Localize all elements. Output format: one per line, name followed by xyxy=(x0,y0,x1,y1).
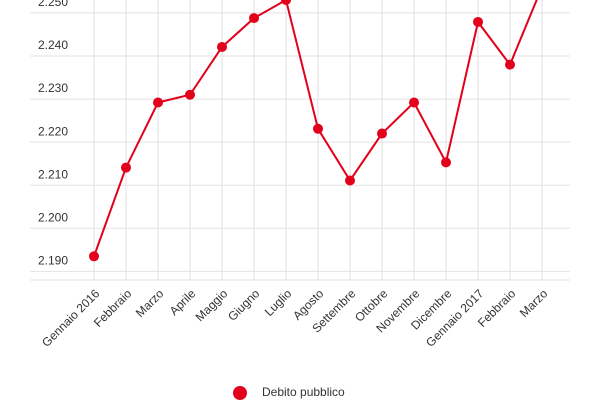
x-tick-label: Maggio xyxy=(193,286,231,324)
y-tick-label: 2.210 xyxy=(38,167,68,181)
data-point xyxy=(345,175,355,186)
data-point xyxy=(473,16,483,27)
legend-marker xyxy=(233,386,247,400)
data-point xyxy=(249,13,259,24)
y-tick-label: 2.240 xyxy=(38,38,68,52)
x-tick-label: Giugno xyxy=(225,286,262,323)
data-point xyxy=(185,89,195,100)
data-point xyxy=(377,128,387,139)
data-point xyxy=(121,162,131,173)
legend-label: Debito pubblico xyxy=(262,385,345,399)
data-point xyxy=(153,97,163,108)
data-point xyxy=(441,157,451,168)
data-point xyxy=(313,123,323,134)
data-point xyxy=(409,97,419,108)
y-tick-label: 2.190 xyxy=(38,254,68,268)
data-point xyxy=(505,59,515,70)
x-tick-label: Marzo xyxy=(133,286,167,320)
data-point xyxy=(89,251,99,262)
y-tick-label: 2.250 xyxy=(38,0,68,9)
y-tick-label: 2.230 xyxy=(38,81,68,95)
x-tick-label: Luglio xyxy=(262,286,295,319)
x-tick-label: Marzo xyxy=(517,286,551,320)
data-point xyxy=(217,41,227,52)
data-point xyxy=(281,0,291,5)
y-tick-label: 2.200 xyxy=(38,210,68,224)
y-tick-label: 2.220 xyxy=(38,124,68,138)
